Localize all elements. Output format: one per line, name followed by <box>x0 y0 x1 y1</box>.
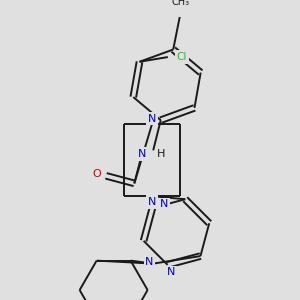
Text: N: N <box>145 257 154 267</box>
Text: N: N <box>138 149 146 159</box>
Text: Cl: Cl <box>177 52 187 62</box>
Text: N: N <box>148 197 156 207</box>
Text: H: H <box>157 149 165 159</box>
Text: N: N <box>167 267 176 278</box>
Text: N: N <box>160 199 168 209</box>
Text: N: N <box>148 114 156 124</box>
Text: O: O <box>92 169 101 179</box>
Text: CH₃: CH₃ <box>172 0 190 7</box>
